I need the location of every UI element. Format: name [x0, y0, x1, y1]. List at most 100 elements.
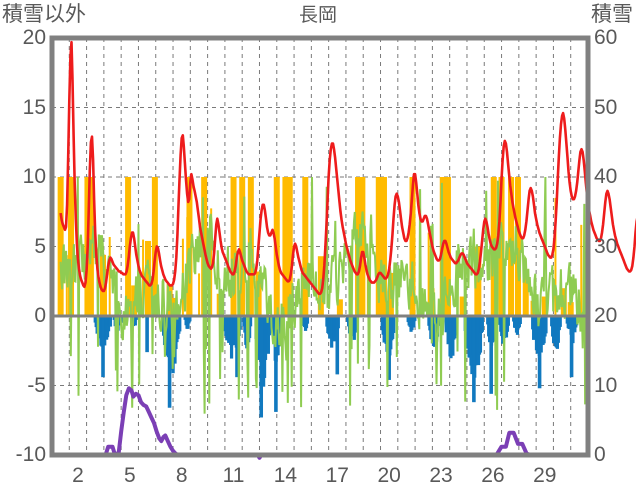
blue-bar — [278, 316, 282, 339]
precip-bar-thin — [88, 280, 91, 316]
blue-bar-deep — [145, 316, 149, 353]
precip-bar — [459, 296, 466, 316]
precip-bar-thin — [104, 279, 107, 316]
blue-bar — [454, 316, 458, 336]
blue-bar — [248, 316, 253, 327]
precip-bar — [514, 177, 521, 316]
blue-bar — [544, 316, 548, 334]
blue-bar — [108, 316, 113, 327]
precip-bar — [239, 177, 246, 316]
y-tick-right-5: 50 — [594, 95, 618, 119]
precip-bar — [286, 177, 293, 316]
precip-bar — [186, 177, 193, 316]
x-tick-8: 26 — [481, 464, 505, 487]
right-axis-title: 積雪 — [591, 3, 633, 26]
blue-bar-deep — [387, 316, 391, 380]
precip-bar — [522, 274, 529, 316]
x-tick-5: 17 — [325, 464, 349, 487]
y-tick-right-0: 0 — [594, 443, 606, 466]
y-tick-left-3: 5 — [34, 234, 46, 258]
precip-bar — [380, 177, 387, 316]
x-tick-6: 20 — [377, 464, 401, 487]
y-tick-left-2: 0 — [34, 304, 46, 327]
blue-bar-deep — [569, 316, 574, 378]
precip-bar-thin — [108, 237, 111, 316]
precip-bar — [359, 177, 366, 316]
x-tick-0: 2 — [72, 464, 84, 487]
x-tick-7: 23 — [429, 464, 453, 487]
y-tick-left-1: -5 — [27, 373, 46, 397]
y-tick-left-0: -10 — [15, 443, 46, 466]
x-tick-2: 8 — [175, 464, 188, 487]
plot-frame — [49, 35, 591, 458]
y-tick-left-4: 10 — [22, 165, 46, 188]
blue-bar — [412, 316, 416, 328]
x-tick-1: 5 — [123, 464, 136, 487]
precip-bar — [474, 246, 481, 316]
precip-bar — [144, 240, 151, 316]
wind-green-line — [59, 176, 589, 414]
precip-bar — [409, 177, 416, 316]
blue-bar — [134, 316, 138, 320]
blue-bar — [478, 316, 483, 353]
precip-bar-thin — [284, 211, 287, 316]
blue-bar-deep — [259, 316, 264, 418]
precip-bar-thin — [479, 251, 482, 316]
blue-bar — [413, 316, 417, 321]
y-tick-right-2: 20 — [594, 304, 618, 327]
blue-bar — [392, 316, 396, 333]
precip-bar-thin — [70, 216, 73, 316]
precip-bar — [230, 177, 237, 316]
y-tick-right-4: 40 — [594, 165, 618, 188]
temperature-red-line — [59, 40, 636, 296]
y-tick-right-6: 60 — [594, 26, 618, 49]
snow-depth-purple-line — [60, 386, 588, 460]
precip-bar-thin — [427, 232, 430, 316]
y-tick-right-3: 30 — [594, 234, 618, 258]
blue-bar — [480, 316, 484, 332]
left-axis-title: 積雪以外 — [2, 3, 86, 26]
blue-bar-deep — [472, 316, 476, 403]
blue-bar — [491, 316, 496, 342]
blue-bar — [558, 316, 562, 327]
blue-bar-deep — [274, 316, 278, 412]
blue-bar — [248, 316, 252, 339]
precip-bar-thin — [241, 298, 244, 316]
precip-bar — [100, 254, 107, 316]
x-tick-9: 29 — [533, 464, 557, 487]
blue-bar — [305, 316, 310, 324]
y-tick-right-1: 10 — [594, 373, 618, 397]
blue-bar — [188, 316, 192, 322]
blue-bar-deep — [101, 316, 105, 378]
precip-bar — [567, 302, 574, 316]
y-tick-left-5: 15 — [22, 95, 46, 119]
blue-bar — [267, 316, 271, 336]
precip-bar-thin — [580, 224, 583, 316]
precip-bar — [125, 177, 132, 316]
negative-blue-bars — [93, 316, 579, 418]
precip-bar — [302, 177, 309, 316]
precip-bar-thin — [554, 197, 557, 316]
blue-bar — [133, 316, 137, 326]
blue-bar-deep — [235, 316, 239, 378]
blue-bar-deep — [167, 316, 172, 408]
x-tick-3: 11 — [222, 464, 245, 487]
blue-bar — [518, 316, 522, 325]
chart-title: 長岡 — [298, 5, 337, 26]
blue-bar — [178, 316, 182, 332]
precip-bar-thin — [152, 248, 155, 316]
precip-bar — [151, 177, 158, 316]
precip-bar-thin — [198, 273, 201, 316]
blue-bar-deep — [489, 316, 493, 394]
precip-bar — [57, 177, 64, 316]
blue-bar — [506, 316, 510, 326]
blue-bar-deep — [537, 316, 542, 389]
x-tick-4: 14 — [273, 464, 298, 487]
blue-bar-deep — [335, 316, 340, 375]
precip-bar-thin — [210, 208, 213, 316]
precip-bar — [498, 177, 505, 316]
precip-bar — [336, 299, 343, 316]
precip-bar — [541, 296, 548, 316]
